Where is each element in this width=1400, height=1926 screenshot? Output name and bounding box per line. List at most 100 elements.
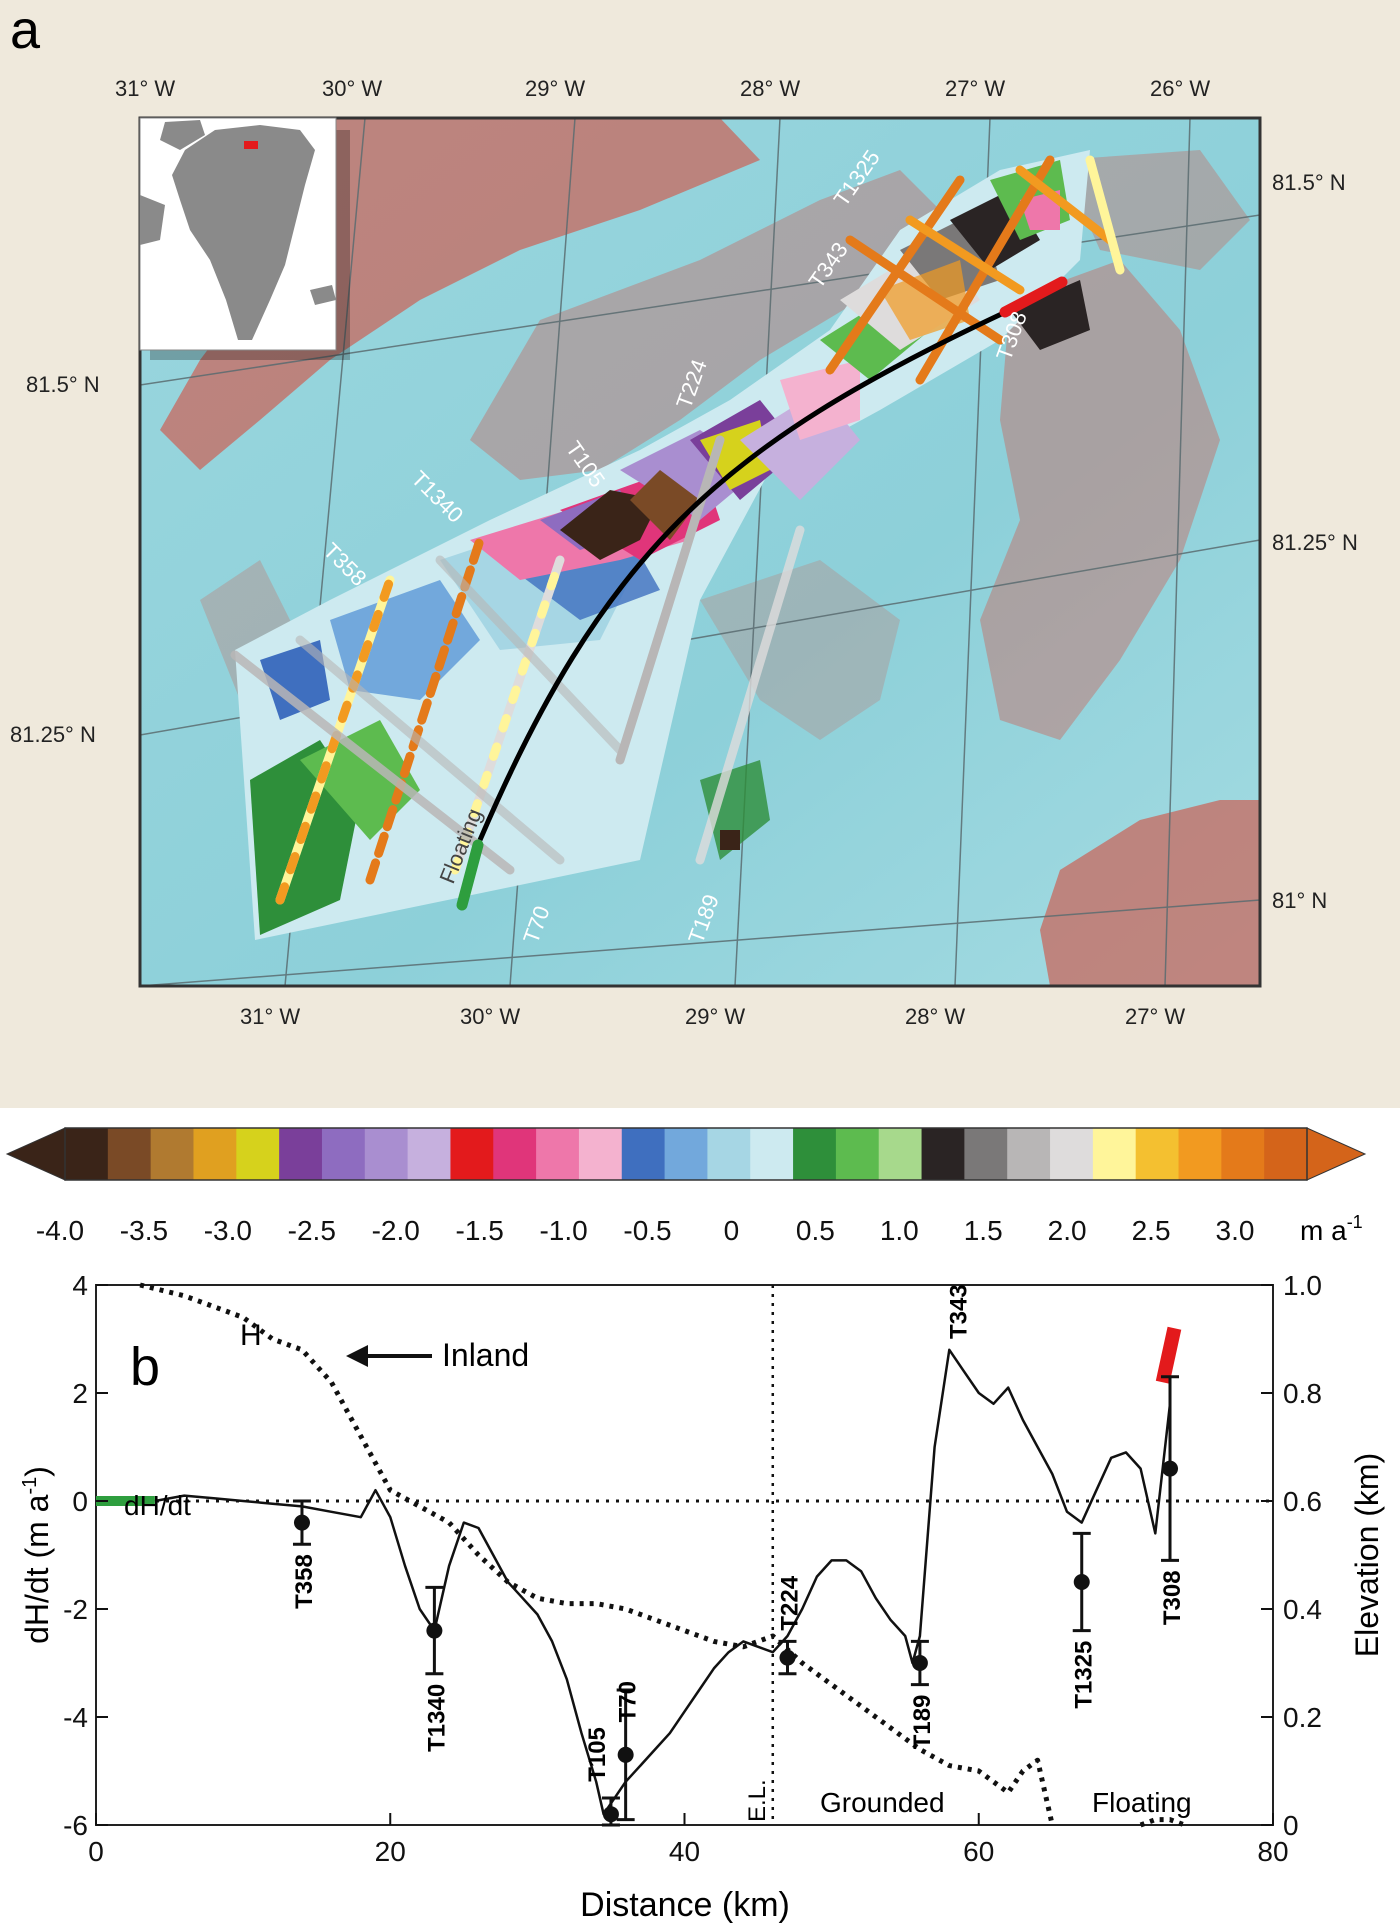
colorbar: -4.0 -3.5 -3.0 -2.5 -2.0 -1.5 -1.0 -0.5 0 0.5 1.0 1… bbox=[5, 1127, 1367, 1246]
track-label-t105: T105 bbox=[584, 1727, 611, 1782]
label-floating: Floating bbox=[1092, 1787, 1192, 1818]
point-t224 bbox=[779, 1649, 796, 1666]
y-right-tick-4: 0.2 bbox=[1283, 1702, 1322, 1733]
colorbar-tick-4: -2.0 bbox=[372, 1215, 420, 1246]
colorbar-min-arrow bbox=[5, 1127, 66, 1181]
colorbar-frame bbox=[64, 1127, 1308, 1181]
iceland-shape bbox=[310, 285, 336, 305]
right-lat-tick-0: 81.5° N bbox=[1272, 170, 1346, 195]
y-right-tick-0: 1.0 bbox=[1283, 1270, 1322, 1301]
colorbar-cell-22 bbox=[1007, 1128, 1051, 1180]
colorbar-tick-12: 2.0 bbox=[1048, 1215, 1087, 1246]
colorbar-tick-10: 1.0 bbox=[880, 1215, 919, 1246]
colorbar-tick-labels: -4.0 -3.5 -3.0 -2.5 -2.0 -1.5 -1.0 -0.5 0 0.5 1.0 1… bbox=[36, 1215, 1255, 1246]
y-left-tick-5: -6 bbox=[63, 1810, 88, 1841]
series-elevation-line bbox=[139, 1282, 1055, 1826]
track-label-t308: T308 bbox=[1159, 1570, 1186, 1625]
colorbar-cell-10 bbox=[493, 1128, 537, 1180]
y-right-tick-3: 0.4 bbox=[1283, 1594, 1322, 1625]
colorbar-cell-7 bbox=[364, 1128, 409, 1180]
plot-frame bbox=[95, 1284, 1274, 1826]
y-left-label-name: dH/dt bbox=[19, 1567, 55, 1644]
left-lat-tick-0: 81.5° N bbox=[26, 372, 100, 397]
elevation-floating-line bbox=[1139, 1817, 1186, 1828]
inset-study-area bbox=[244, 141, 258, 149]
top-lon-tick-3: 28° W bbox=[740, 76, 800, 101]
track-label-t224: T224 bbox=[776, 1575, 803, 1630]
colorbar-tick-2: -3.0 bbox=[204, 1215, 252, 1246]
track-label-t1325: T1325 bbox=[1071, 1641, 1098, 1709]
colorbar-cell-8 bbox=[407, 1128, 451, 1180]
bottom-lon-tick-4: 27° W bbox=[1125, 1004, 1185, 1029]
point-t308 bbox=[1162, 1460, 1179, 1477]
x-axis-label: Distance (km) bbox=[580, 1886, 790, 1924]
x-tick-1: 20 bbox=[375, 1836, 406, 1867]
colorbar-cell-2 bbox=[150, 1128, 194, 1180]
flowline-grounding-segment bbox=[999, 276, 1068, 318]
track-label-t358: T358 bbox=[291, 1554, 318, 1609]
top-lon-tick-1: 30° W bbox=[322, 76, 382, 101]
colorbar-tick-9: 0.5 bbox=[796, 1215, 835, 1246]
y-left-tick-0: 4 bbox=[72, 1270, 88, 1301]
colorbar-tick-7: -0.5 bbox=[623, 1215, 671, 1246]
y-left-label-space bbox=[19, 1559, 55, 1568]
colorbar-cell-1 bbox=[107, 1128, 152, 1180]
colorbar-cell-12 bbox=[578, 1128, 623, 1180]
colorbar-cell-27 bbox=[1221, 1128, 1265, 1180]
ellesmere-shape bbox=[160, 120, 205, 150]
colorbar-cell-4 bbox=[236, 1128, 280, 1180]
colorbar-cell-25 bbox=[1135, 1128, 1180, 1180]
panel-a-letter: a bbox=[10, 0, 41, 60]
y-left-tick-3: -2 bbox=[63, 1594, 88, 1625]
colorbar-cell-18 bbox=[835, 1128, 880, 1180]
colorbar-cell-3 bbox=[193, 1128, 237, 1180]
greenland-inset bbox=[139, 117, 350, 360]
label-dhdt: dH/dt bbox=[124, 1490, 191, 1521]
canada-shape bbox=[140, 195, 165, 245]
colorbar-tick-5: -1.5 bbox=[456, 1215, 504, 1246]
colorbar-cell-24 bbox=[1092, 1128, 1137, 1180]
label-inland: Inland bbox=[442, 1337, 529, 1373]
colorbar-cell-21 bbox=[964, 1128, 1008, 1180]
flowline bbox=[477, 307, 1012, 841]
colorbar-tick-8: 0 bbox=[724, 1215, 740, 1246]
y-right-axis-label: Elevation (km) bbox=[1349, 1453, 1385, 1658]
point-t70 bbox=[617, 1746, 634, 1763]
colorbar-tick-0: -4.0 bbox=[36, 1215, 84, 1246]
bottom-lon-tick-0: 31° W bbox=[240, 1004, 300, 1029]
track-label-t70: T70 bbox=[615, 1681, 642, 1722]
colorbar-cell-17 bbox=[793, 1128, 837, 1180]
right-lat-tick-2: 81° N bbox=[1272, 888, 1327, 913]
colorbar-tick-3: -2.5 bbox=[288, 1215, 336, 1246]
colorbar-unit: m a-1 bbox=[1300, 1212, 1363, 1246]
point-t105 bbox=[602, 1806, 619, 1823]
colorbar-cell-9 bbox=[450, 1128, 494, 1180]
x-tick-3: 60 bbox=[963, 1836, 994, 1867]
y-left-label-close: ) bbox=[19, 1466, 55, 1477]
y-left-label-exp: -1 bbox=[19, 1477, 41, 1495]
y-left-tick-4: -4 bbox=[63, 1702, 88, 1733]
colorbar-cell-14 bbox=[664, 1128, 708, 1180]
y-left-tick-1: 2 bbox=[72, 1378, 88, 1409]
top-lon-tick-2: 29° W bbox=[525, 76, 585, 101]
colorbar-tick-6: -1.0 bbox=[539, 1215, 587, 1246]
panel-a-tick-labels: 31° W 30° W 29° W 28° W 27° W 26° W 31° … bbox=[10, 76, 1358, 1029]
bottom-lon-tick-1: 30° W bbox=[460, 1004, 520, 1029]
top-lon-tick-0: 31° W bbox=[115, 76, 175, 101]
colorbar-cell-26 bbox=[1178, 1128, 1222, 1180]
track-label-t1340: T1340 bbox=[423, 1684, 450, 1752]
colorbar-tick-13: 2.5 bbox=[1132, 1215, 1171, 1246]
point-t358 bbox=[293, 1514, 310, 1531]
top-lon-tick-5: 26° W bbox=[1150, 76, 1210, 101]
y-left-axis-label: dH/dt (m a-1) bbox=[19, 1466, 55, 1644]
colorbar-max-arrow bbox=[1306, 1127, 1367, 1181]
point-t1325 bbox=[1073, 1574, 1090, 1590]
colorbar-cell-5 bbox=[279, 1128, 323, 1180]
colorbar-cell-11 bbox=[536, 1128, 580, 1180]
y-right-tick-1: 0.8 bbox=[1283, 1378, 1322, 1409]
greenland-shape bbox=[172, 125, 315, 340]
colorbar-tick-14: 3.0 bbox=[1216, 1215, 1255, 1246]
track-label-t343: T343 bbox=[946, 1284, 973, 1339]
